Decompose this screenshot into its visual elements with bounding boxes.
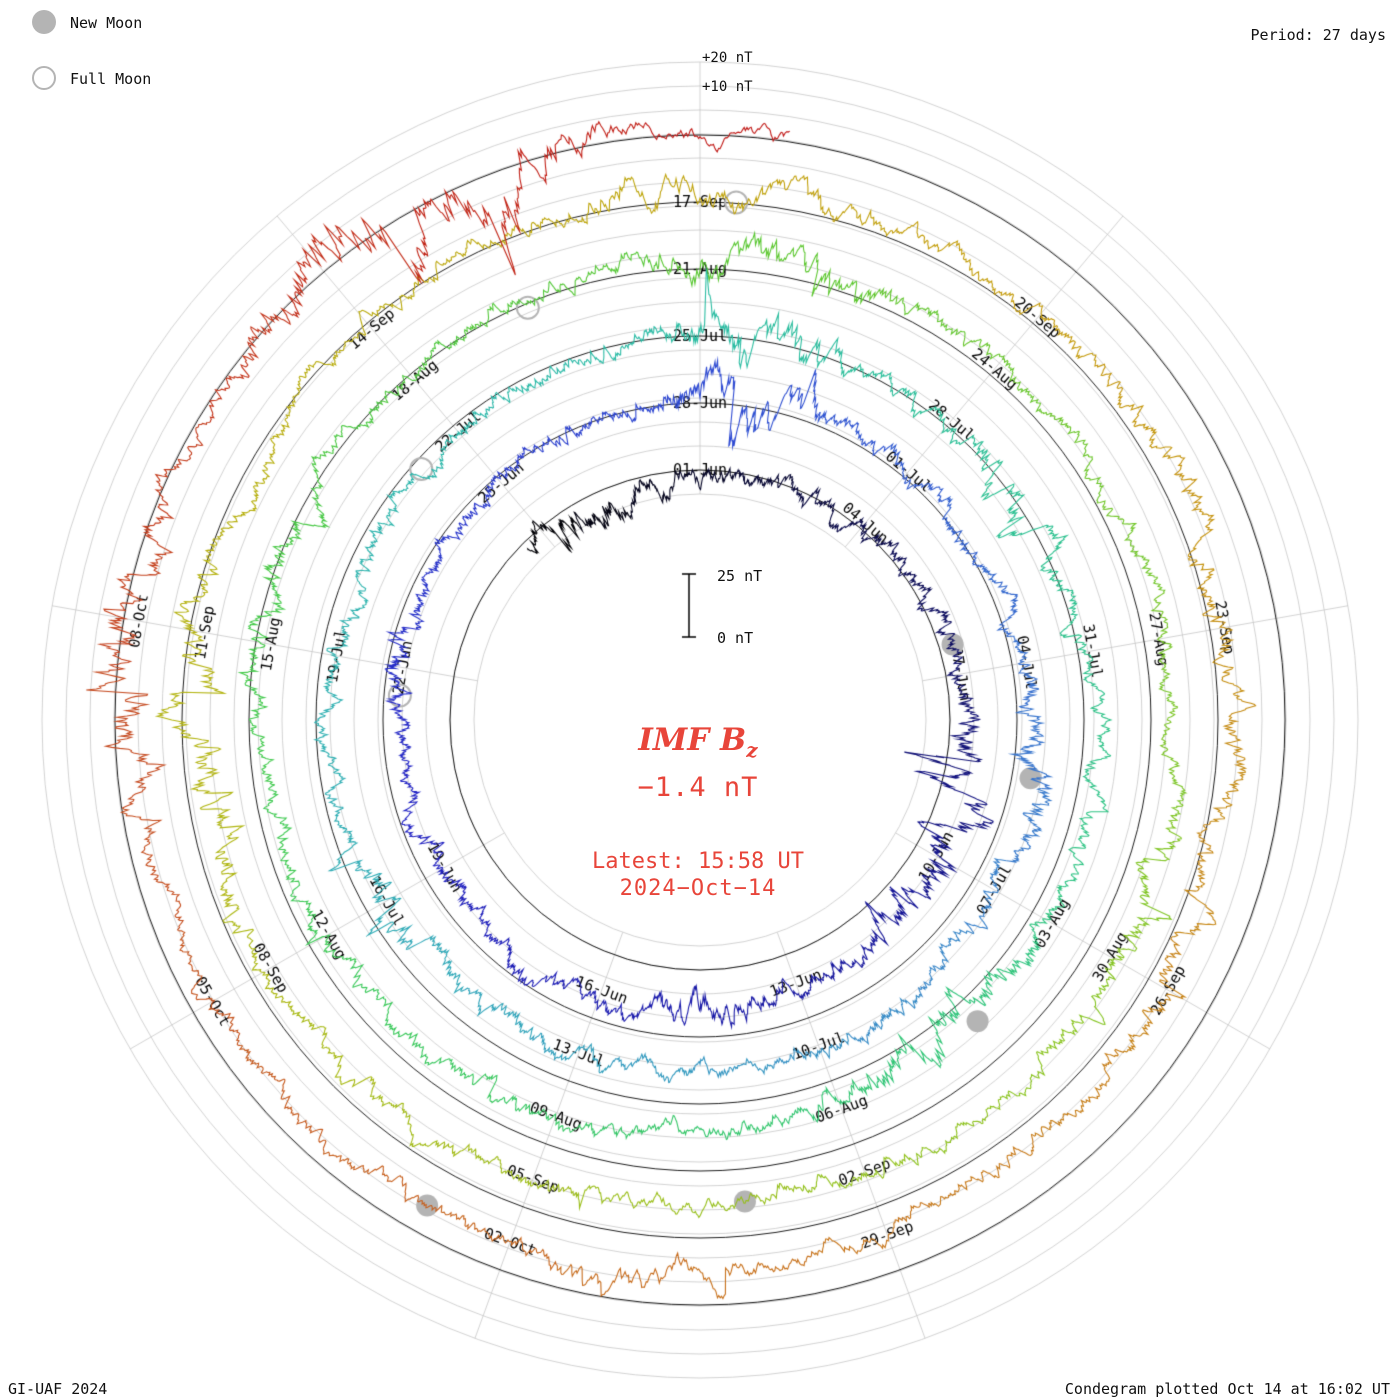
latest-time-label: Latest: 15:58 UT [592, 849, 804, 875]
full-moon-marker-icon [32, 66, 56, 90]
plotted-timestamp-label: Condegram plotted Oct 14 at 16:02 UT [1064, 1380, 1390, 1398]
credit-label: GI-UAF 2024 [8, 1380, 108, 1398]
imf-subscript-z: z [746, 738, 758, 763]
scalebar-25nt-label: 25 nT [717, 567, 763, 585]
legend-new-moon-label: New Moon [70, 14, 143, 32]
imf-quantity-label: IMF Bz [592, 722, 804, 762]
center-readout: IMF Bz −1.4 nT Latest: 15:58 UT 2024−Oct… [592, 722, 804, 901]
scalebar-0nt-label: 0 nT [717, 629, 754, 647]
imf-current-value: −1.4 nT [637, 772, 759, 804]
latest-date-label: 2024−Oct−14 [619, 876, 777, 902]
new-moon-marker-icon [32, 10, 56, 34]
period-label: Period: 27 days [1250, 26, 1386, 44]
axis-plus20-label: +20 nT [702, 50, 753, 66]
axis-plus10-label: +10 nT [702, 79, 753, 95]
legend-full-moon-label: Full Moon [70, 70, 152, 88]
imf-b-text: IMF B [638, 722, 747, 758]
